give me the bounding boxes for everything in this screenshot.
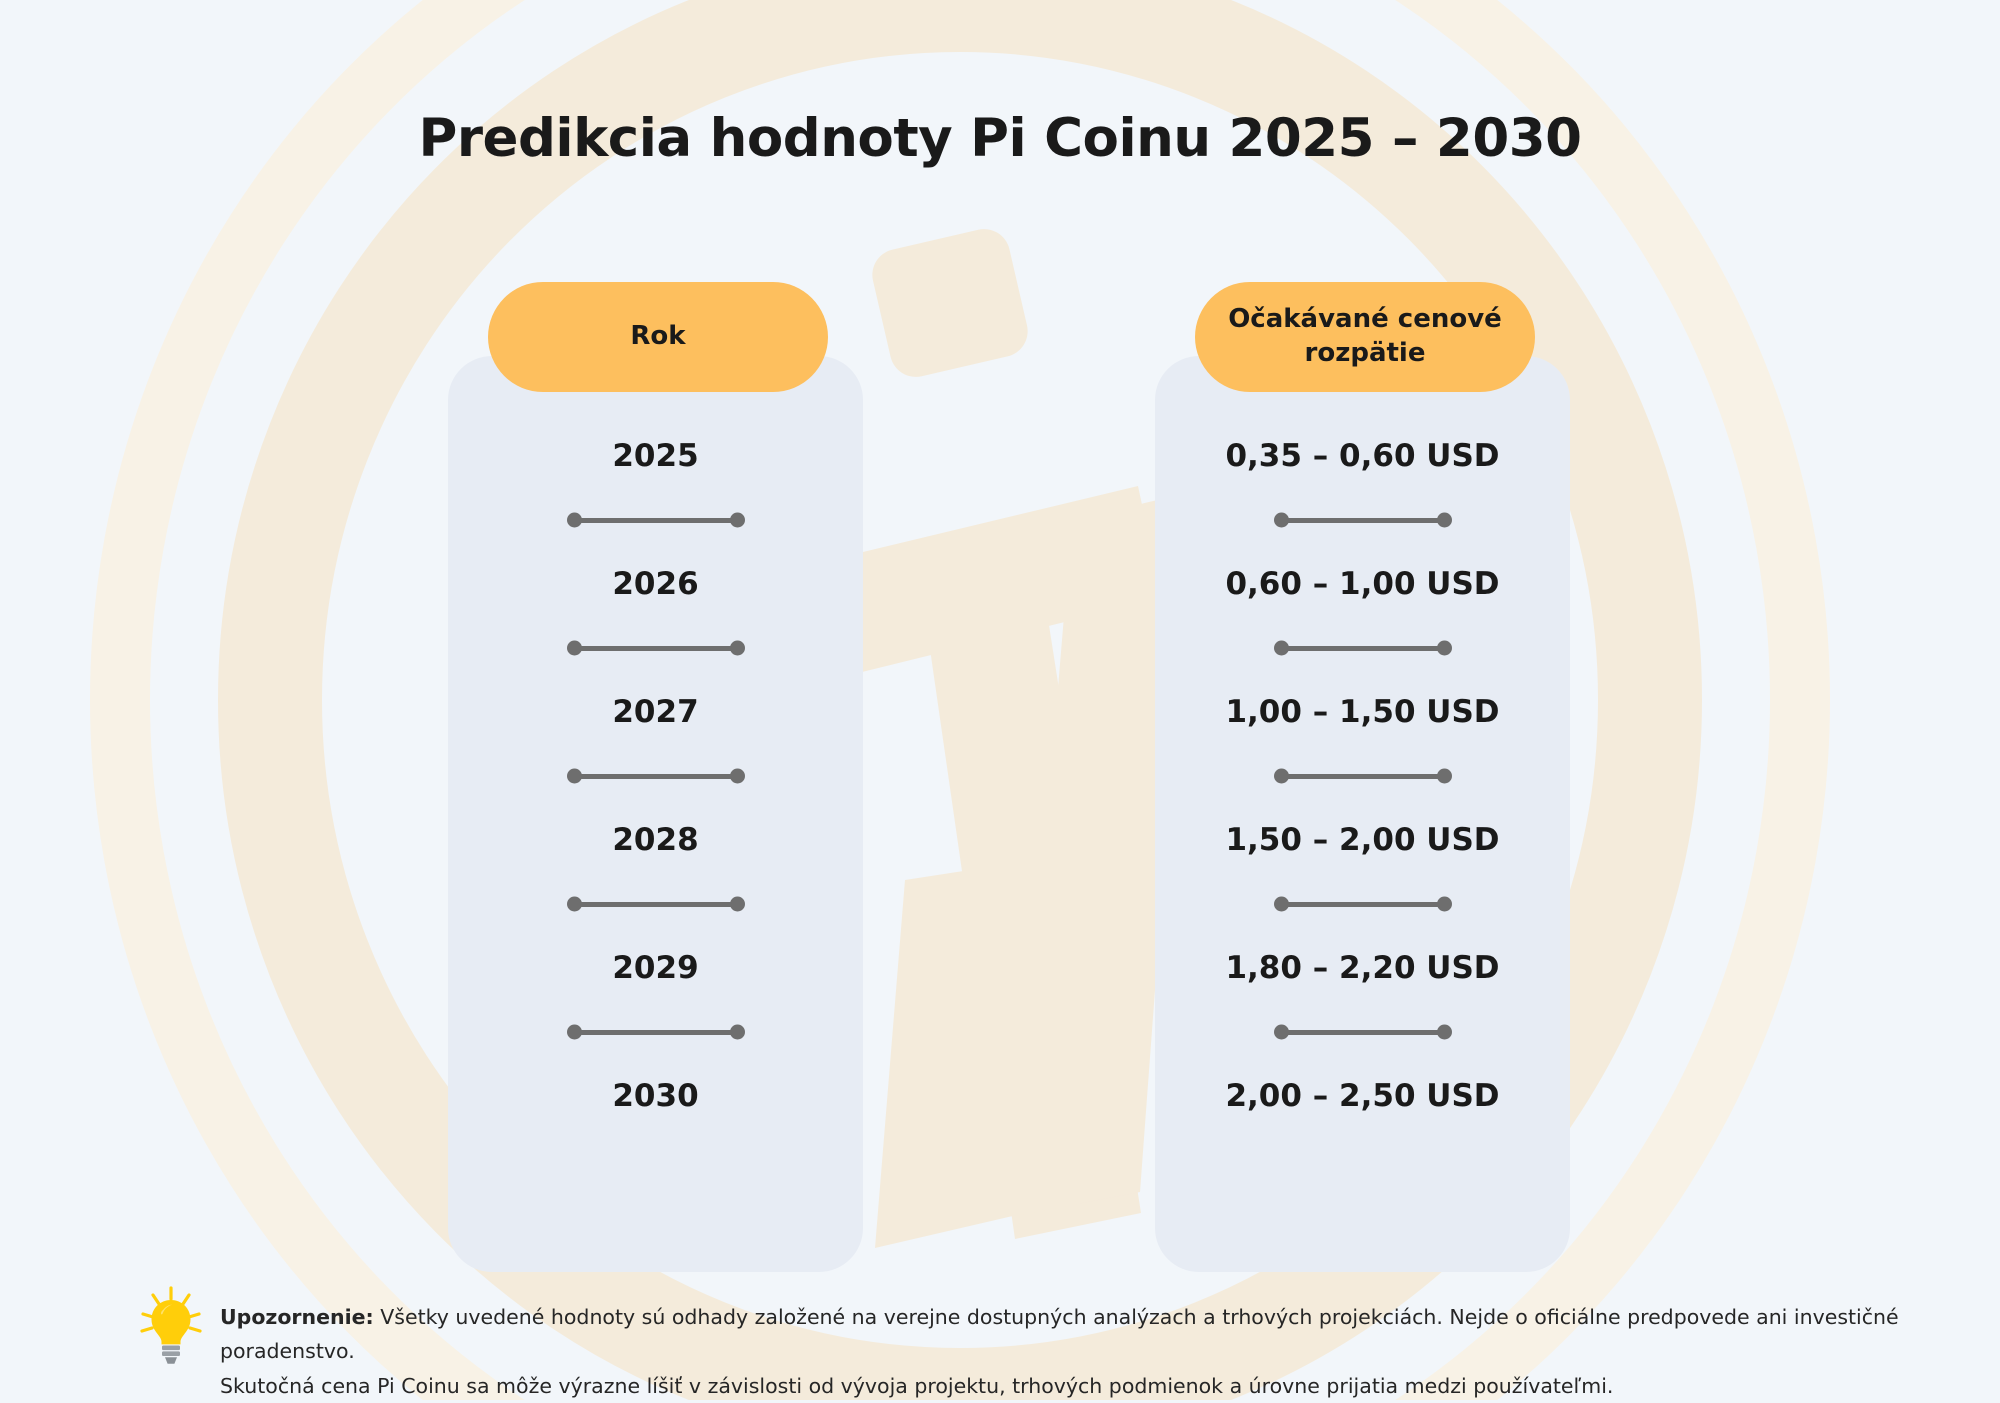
cell-year: 2025 bbox=[612, 438, 699, 474]
cell-price: 2,00 – 2,50 USD bbox=[1225, 1078, 1500, 1114]
divider-bar bbox=[1277, 517, 1448, 523]
bulb-glass bbox=[151, 1300, 191, 1345]
divider-bar bbox=[570, 773, 741, 779]
disclaimer-line-1: Všetky uvedené hodnoty sú odhady založen… bbox=[220, 1305, 1899, 1364]
cell-price: 1,00 – 1,50 USD bbox=[1225, 694, 1500, 730]
divider-bar bbox=[570, 901, 741, 907]
disclaimer-line-2: Skutočná cena Pi Coinu sa môže výrazne l… bbox=[220, 1373, 1614, 1398]
cell-price: 0,35 – 0,60 USD bbox=[1225, 438, 1500, 474]
page-title: Predikcia hodnoty Pi Coinu 2025 – 2030 bbox=[418, 108, 1582, 169]
column-price-rows: 0,35 – 0,60 USD 0,60 – 1,00 USD 1,00 – 1… bbox=[1155, 356, 1570, 1272]
cell-price: 1,80 – 2,20 USD bbox=[1225, 950, 1500, 986]
divider-bar bbox=[1277, 1029, 1448, 1035]
cell-year: 2027 bbox=[612, 694, 699, 730]
column-year: Rok 2025 2026 2027 2028 2029 2030 bbox=[448, 282, 863, 1272]
divider-bar bbox=[1277, 773, 1448, 779]
column-year-rows: 2025 2026 2027 2028 2029 2030 bbox=[448, 356, 863, 1272]
cell-price: 1,50 – 2,00 USD bbox=[1225, 822, 1500, 858]
divider-bar bbox=[570, 645, 741, 651]
bulb-base-ring-2 bbox=[162, 1351, 180, 1356]
bulb-base-tip bbox=[165, 1357, 177, 1364]
column-price-range: Očakávané cenové rozpätie 0,35 – 0,60 US… bbox=[1155, 282, 1570, 1272]
cell-price: 0,60 – 1,00 USD bbox=[1225, 566, 1500, 602]
disclaimer-label: Upozornenie: bbox=[220, 1305, 374, 1329]
cell-year: 2028 bbox=[612, 822, 699, 858]
cell-year: 2029 bbox=[612, 950, 699, 986]
bulb-base-ring-1 bbox=[162, 1345, 180, 1351]
cell-year: 2026 bbox=[612, 566, 699, 602]
cell-year: 2030 bbox=[612, 1078, 699, 1114]
divider-bar bbox=[570, 1029, 741, 1035]
disclaimer-text: Upozornenie: Všetky uvedené hodnoty sú o… bbox=[220, 1300, 1930, 1403]
divider-bar bbox=[1277, 901, 1448, 907]
divider-bar bbox=[1277, 645, 1448, 651]
disclaimer: Upozornenie: Všetky uvedené hodnoty sú o… bbox=[140, 1286, 1930, 1403]
divider-bar bbox=[570, 517, 741, 523]
lightbulb-icon bbox=[140, 1286, 202, 1364]
